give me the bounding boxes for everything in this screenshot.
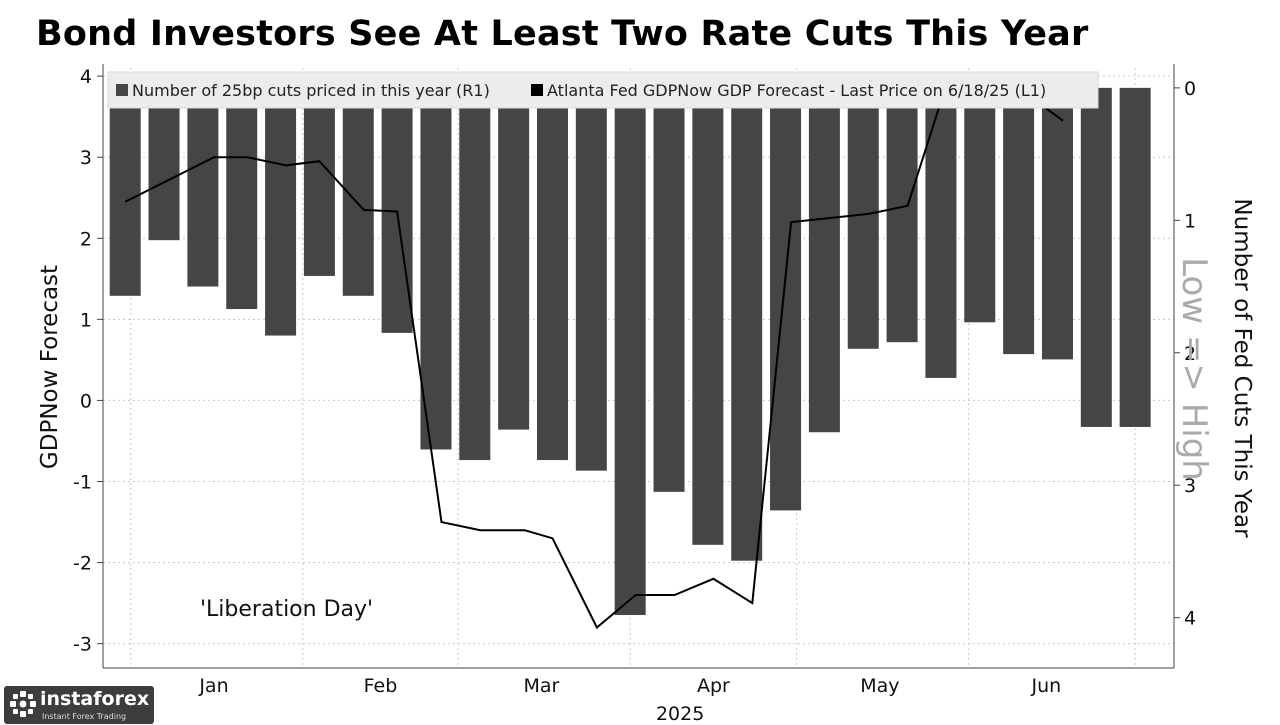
bar-series bbox=[109, 87, 1151, 616]
bar bbox=[964, 87, 996, 323]
right-axis-tick-label: 0 bbox=[1184, 78, 1196, 100]
bar bbox=[536, 87, 568, 461]
liberation-day-annotation: 'Liberation Day' bbox=[200, 597, 373, 622]
x-axis-tick-label: Jan bbox=[198, 675, 228, 697]
left-axis-tick-label: 2 bbox=[80, 228, 92, 250]
bar bbox=[886, 87, 918, 343]
gdpnow-line bbox=[124, 83, 1064, 630]
bar bbox=[148, 87, 180, 241]
legend: Number of 25bp cuts priced in this year … bbox=[107, 71, 1099, 109]
left-axis-tick-label: 4 bbox=[80, 66, 92, 88]
low-high-note: Low => High bbox=[1174, 257, 1214, 481]
x-axis-year-label: 2025 bbox=[656, 703, 704, 725]
bar bbox=[498, 87, 530, 430]
instaforex-logo-icon bbox=[10, 691, 36, 717]
legend-swatch-bars bbox=[116, 84, 128, 96]
bar bbox=[847, 87, 879, 349]
bar bbox=[1080, 87, 1112, 427]
legend-label-bars: Number of 25bp cuts priced in this year … bbox=[132, 81, 490, 100]
bar bbox=[265, 87, 297, 336]
left-axis-tick-label: 1 bbox=[80, 309, 92, 331]
bar bbox=[187, 87, 219, 287]
right-axis-tick-label: 2 bbox=[1184, 343, 1196, 365]
watermark-tagline: Instant Forex Trading bbox=[42, 712, 127, 721]
bar bbox=[420, 87, 452, 450]
bar bbox=[925, 87, 957, 378]
bar bbox=[808, 87, 840, 433]
bar bbox=[575, 87, 607, 471]
x-axis-tick-label: May bbox=[860, 675, 899, 697]
legend-box bbox=[107, 71, 1099, 109]
left-axis-tick-label: -1 bbox=[73, 472, 92, 494]
right-axis-tick-label: 3 bbox=[1184, 475, 1196, 497]
left-axis-tick-label: -2 bbox=[73, 553, 92, 575]
chart-title: Bond Investors See At Least Two Rate Cut… bbox=[36, 14, 1089, 54]
x-axis-tick-label: Apr bbox=[697, 675, 730, 697]
x-axis-tick-label: Mar bbox=[523, 675, 559, 697]
bar bbox=[109, 87, 141, 296]
bar bbox=[1119, 87, 1151, 427]
bar bbox=[731, 87, 763, 561]
bar bbox=[692, 87, 724, 545]
left-axis-tick-label: -3 bbox=[73, 634, 92, 656]
bar bbox=[1041, 87, 1073, 360]
left-axis-tick-label: 0 bbox=[80, 390, 92, 412]
line-series bbox=[124, 83, 1064, 630]
bar bbox=[1003, 87, 1035, 355]
bar bbox=[653, 87, 685, 492]
right-axis-title: Number of Fed Cuts This Year bbox=[1229, 198, 1255, 538]
watermark-name: instaforex bbox=[40, 688, 150, 710]
legend-label-line: Atlanta Fed GDPNow GDP Forecast - Last P… bbox=[547, 81, 1046, 100]
bar bbox=[614, 87, 646, 616]
x-axis-tick-label: Feb bbox=[364, 675, 398, 697]
right-axis-tick-label: 1 bbox=[1184, 210, 1196, 232]
legend-swatch-line bbox=[531, 84, 543, 96]
left-axis-title: GDPNow Forecast bbox=[37, 265, 63, 469]
instaforex-watermark: instaforex Instant Forex Trading bbox=[4, 686, 154, 724]
bar bbox=[303, 87, 335, 276]
bar bbox=[459, 87, 491, 461]
x-axis-tick-label: Jun bbox=[1031, 675, 1062, 697]
axes: 4 3 2 1 0 -1 -2 -3 0 1 2 3 4 Jan Feb Mar Apr May Jun 2025 GD… bbox=[37, 64, 1255, 725]
right-axis-tick-label: 4 bbox=[1184, 608, 1196, 630]
left-axis-tick-label: 3 bbox=[80, 147, 92, 169]
bar bbox=[770, 87, 802, 511]
bar bbox=[226, 87, 258, 310]
annotations: 'Liberation Day' Low => High bbox=[200, 257, 1214, 622]
